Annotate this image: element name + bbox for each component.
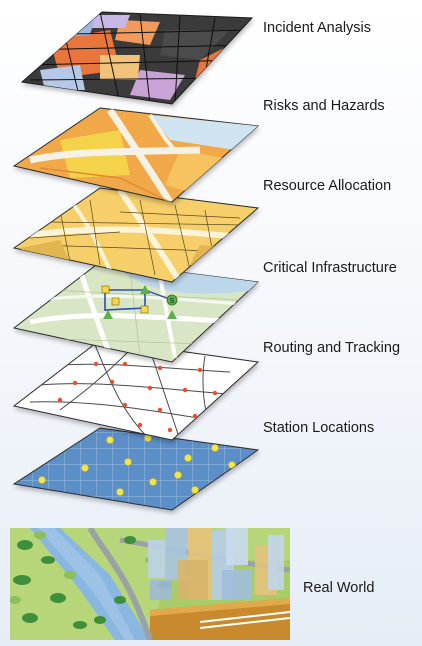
risks-hazards-layer [12, 107, 260, 203]
layer-label-critical-infrastructure: Critical Infrastructure [263, 260, 397, 276]
layer-label-incident-analysis: Incident Analysis [263, 20, 372, 36]
svg-text:S: S [170, 298, 175, 305]
layer-label-risks-hazards: Risks and Hazards [263, 98, 385, 114]
layer-label-resource-allocation: Resource Allocation [263, 178, 392, 194]
incident-analysis-layer [20, 11, 254, 105]
station-locations-layer [12, 427, 260, 511]
layer-label-routing-tracking: Routing and Tracking [263, 340, 401, 356]
routing-tracking-layer [12, 339, 260, 441]
city-buildings [148, 528, 284, 600]
resource-allocation-layer [12, 187, 260, 283]
critical-infrastructure-layer: S [12, 261, 260, 363]
layer-label-station-locations: Station Locations [263, 420, 375, 436]
real-world-scene [10, 528, 290, 640]
base-label-real-world: Real World [303, 580, 375, 596]
